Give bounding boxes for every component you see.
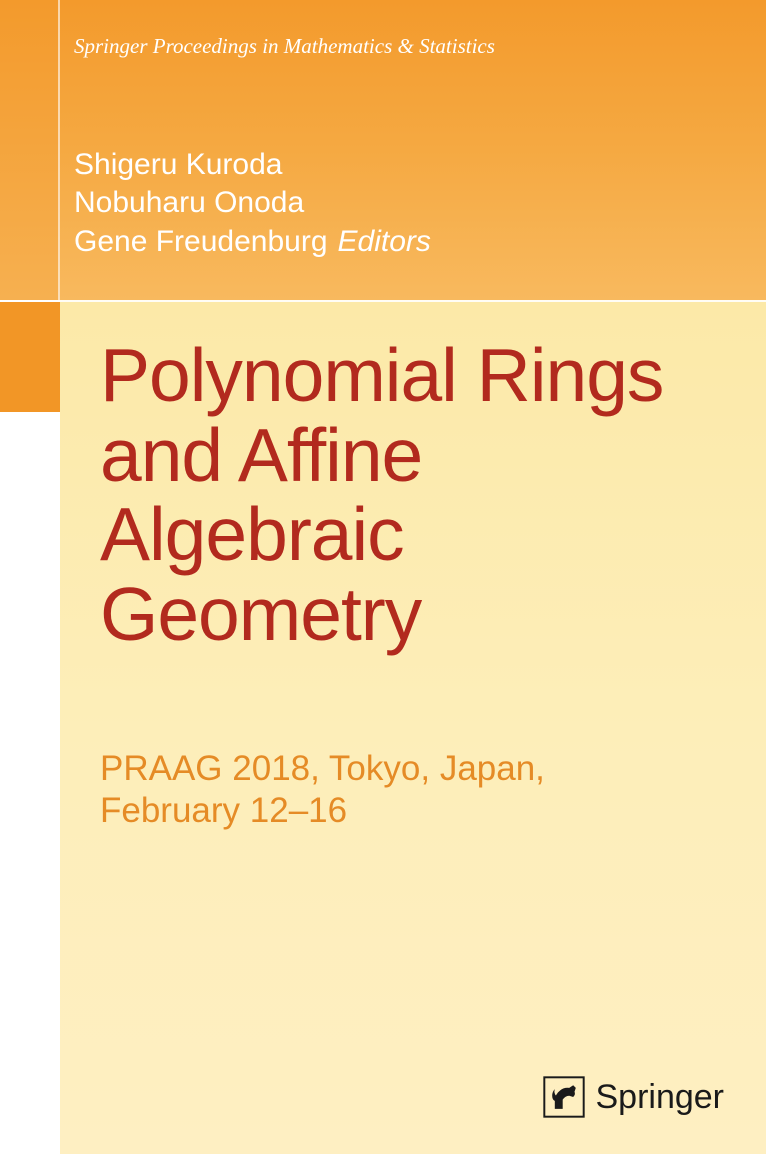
springer-horse-icon [543,1076,585,1118]
left-column-bottom [0,300,60,1154]
editor-name: Nobuharu Onoda [74,184,431,222]
editors-block: Shigeru Kuroda Nobuharu Onoda Gene Freud… [74,146,431,261]
editor-line: Gene Freudenburg Editors [74,223,431,261]
editor-name: Gene Freudenburg [74,225,328,258]
book-subtitle: PRAAG 2018, Tokyo, Japan, February 12–16 [100,748,660,832]
editor-name: Shigeru Kuroda [74,146,431,184]
left-column-top [0,0,60,300]
book-title: Polynomial Rings and Affine Algebraic Ge… [100,336,720,654]
publisher-name: Springer [595,1078,724,1117]
book-cover: Springer Proceedings in Mathematics & St… [0,0,766,1154]
publisher-block: Springer [543,1076,724,1118]
series-title: Springer Proceedings in Mathematics & St… [74,34,495,59]
accent-tab [0,302,60,412]
editor-role: Editors [338,225,431,258]
